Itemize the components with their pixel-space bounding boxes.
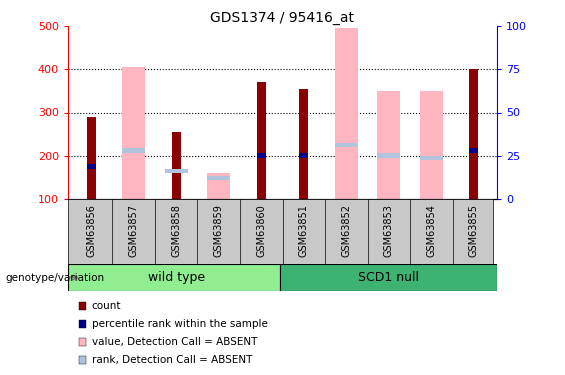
Bar (334, 28, 358, 199)
Text: count: count (92, 301, 121, 310)
Text: GSM63856: GSM63856 (86, 204, 96, 257)
Bar (334, 143, 358, 147)
Text: value, Detection Call = ABSENT: value, Detection Call = ABSENT (92, 337, 257, 346)
Bar (207, 173, 231, 199)
Text: SCD1 null: SCD1 null (358, 271, 419, 284)
Text: rank, Detection Call = ABSENT: rank, Detection Call = ABSENT (92, 355, 252, 364)
Bar (86, 117, 96, 199)
Text: wild type: wild type (147, 271, 205, 284)
Bar (86, 164, 96, 169)
Bar (172, 132, 181, 199)
Text: GSM63855: GSM63855 (469, 204, 479, 257)
Bar (469, 148, 479, 153)
Bar (299, 89, 308, 199)
Text: genotype/variation: genotype/variation (6, 273, 105, 283)
Bar (122, 148, 145, 153)
Bar (207, 176, 231, 180)
Text: GSM63859: GSM63859 (214, 204, 224, 257)
Text: percentile rank within the sample: percentile rank within the sample (92, 319, 267, 328)
Bar (164, 169, 188, 173)
Bar (377, 91, 401, 199)
Text: GSM63853: GSM63853 (384, 204, 394, 257)
Text: GSM63852: GSM63852 (341, 204, 351, 257)
Title: GDS1374 / 95416_at: GDS1374 / 95416_at (211, 11, 354, 25)
Text: GSM63860: GSM63860 (257, 204, 266, 257)
Text: GSM63858: GSM63858 (171, 204, 181, 257)
Bar (299, 153, 308, 158)
Bar (469, 69, 479, 199)
Bar (420, 156, 443, 160)
Bar (377, 153, 401, 158)
Bar (122, 67, 145, 199)
Bar (257, 82, 266, 199)
Bar (257, 153, 266, 158)
Text: GSM63854: GSM63854 (427, 204, 436, 257)
Text: GSM63851: GSM63851 (299, 204, 308, 257)
Bar (68, 264, 280, 291)
Text: GSM63857: GSM63857 (129, 204, 138, 257)
Bar (420, 91, 443, 199)
Bar (280, 264, 497, 291)
